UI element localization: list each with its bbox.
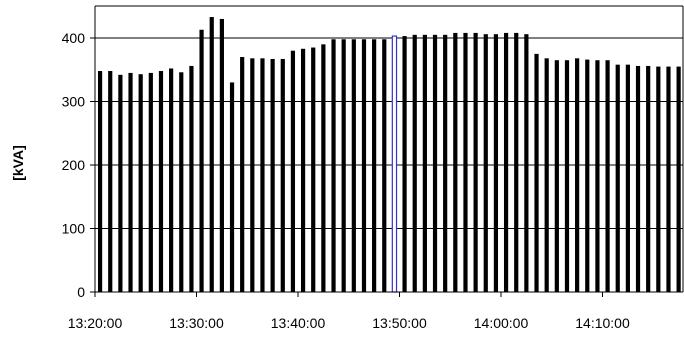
bar-13:36:00 (260, 58, 265, 292)
x-tick-label-14:00:00: 14:00:00 (474, 315, 529, 331)
bar-13:26:00 (158, 71, 164, 293)
bar-14:05:00 (554, 60, 559, 292)
bar-13:34:00 (240, 57, 245, 292)
bar-13:22:00 (118, 74, 123, 292)
bar-13:32:00 (219, 18, 224, 292)
bar-13:37:00 (270, 58, 275, 293)
bar-13:33:00 (229, 82, 235, 292)
bar-13:53:00 (432, 34, 438, 292)
bar-14:10:00 (605, 60, 610, 292)
bar-13:35:00 (250, 58, 255, 292)
x-axis-ticks: 13:20:00 13:30:00 13:40:00 13:50:00 14:00:00… (68, 292, 630, 331)
bar-13:56:00 (463, 32, 468, 293)
bar-13:38:00 (280, 58, 285, 293)
bar-13:58:00 (483, 34, 488, 292)
bar-13:50:00 (402, 36, 407, 293)
bar-13:39:00 (290, 50, 296, 293)
bar-14:11:00 (615, 64, 620, 292)
y-tick-label-100: 100 (62, 221, 86, 237)
bar-13:47:00 (372, 39, 377, 292)
bar-14:00:00 (503, 32, 509, 293)
bar-13:52:00 (422, 34, 427, 292)
bar-14:17:00 (676, 66, 681, 292)
bar-13:25:00 (148, 72, 153, 292)
bar-13:46:00 (361, 39, 367, 292)
bar-13:45:00 (351, 39, 356, 292)
bar-13:28:00 (179, 72, 184, 292)
x-tick-label-14:10:00: 14:10:00 (575, 315, 630, 331)
y-tick-label-300: 300 (62, 94, 86, 110)
axes (94, 5, 684, 293)
bar-14:03:00 (534, 53, 539, 293)
bar-14:02:00 (524, 34, 529, 292)
y-tick-label-0: 0 (77, 284, 85, 300)
bar-13:30:00 (199, 29, 204, 292)
x-tick-label-13:40:00: 13:40:00 (271, 315, 326, 331)
bar-13:57:00 (473, 32, 478, 293)
bar-13:43:00 (331, 39, 336, 292)
bar-13:59:00 (493, 34, 499, 292)
bar-13:49:00 (391, 35, 398, 293)
x-tick-label-13:30:00: 13:30:00 (169, 315, 224, 331)
bar-13:29:00 (189, 65, 194, 292)
bar-14:08:00 (585, 59, 590, 293)
bar-14:12:00 (625, 64, 630, 292)
bar-13:41:00 (311, 47, 316, 292)
bar-13:24:00 (138, 74, 143, 292)
bar-13:23:00 (128, 72, 133, 292)
bar-14:14:00 (646, 65, 651, 292)
bar-13:27:00 (169, 68, 174, 292)
bar-14:07:00 (575, 58, 580, 292)
bar-14:01:00 (514, 32, 519, 293)
bar-14:04:00 (544, 58, 549, 292)
bar-series (97, 17, 681, 293)
bar-13:40:00 (300, 48, 306, 292)
bar-13:55:00 (453, 32, 458, 293)
bar-14:06:00 (564, 60, 570, 292)
x-tick-label-13:50:00: 13:50:00 (372, 315, 427, 331)
bar-13:31:00 (209, 17, 214, 293)
bar-13:44:00 (341, 39, 346, 292)
y-axis-title: [kVA] (10, 145, 26, 181)
bar-13:42:00 (321, 44, 326, 292)
bar-14:13:00 (635, 65, 641, 292)
y-tick-label-200: 200 (62, 157, 86, 173)
bar-14:09:00 (595, 60, 600, 292)
x-tick-label-13:20:00: 13:20:00 (68, 315, 123, 331)
bar-13:21:00 (108, 71, 113, 293)
bar-13:48:00 (382, 39, 387, 292)
bar-14:15:00 (656, 66, 661, 292)
bar-13:54:00 (443, 34, 448, 292)
bar-13:51:00 (412, 34, 417, 292)
y-axis-ticks: 0 100 200 300 400 (62, 30, 95, 300)
bar-14:16:00 (666, 66, 671, 292)
bar-13:20:00 (97, 71, 103, 293)
y-tick-label-400: 400 (62, 30, 86, 46)
